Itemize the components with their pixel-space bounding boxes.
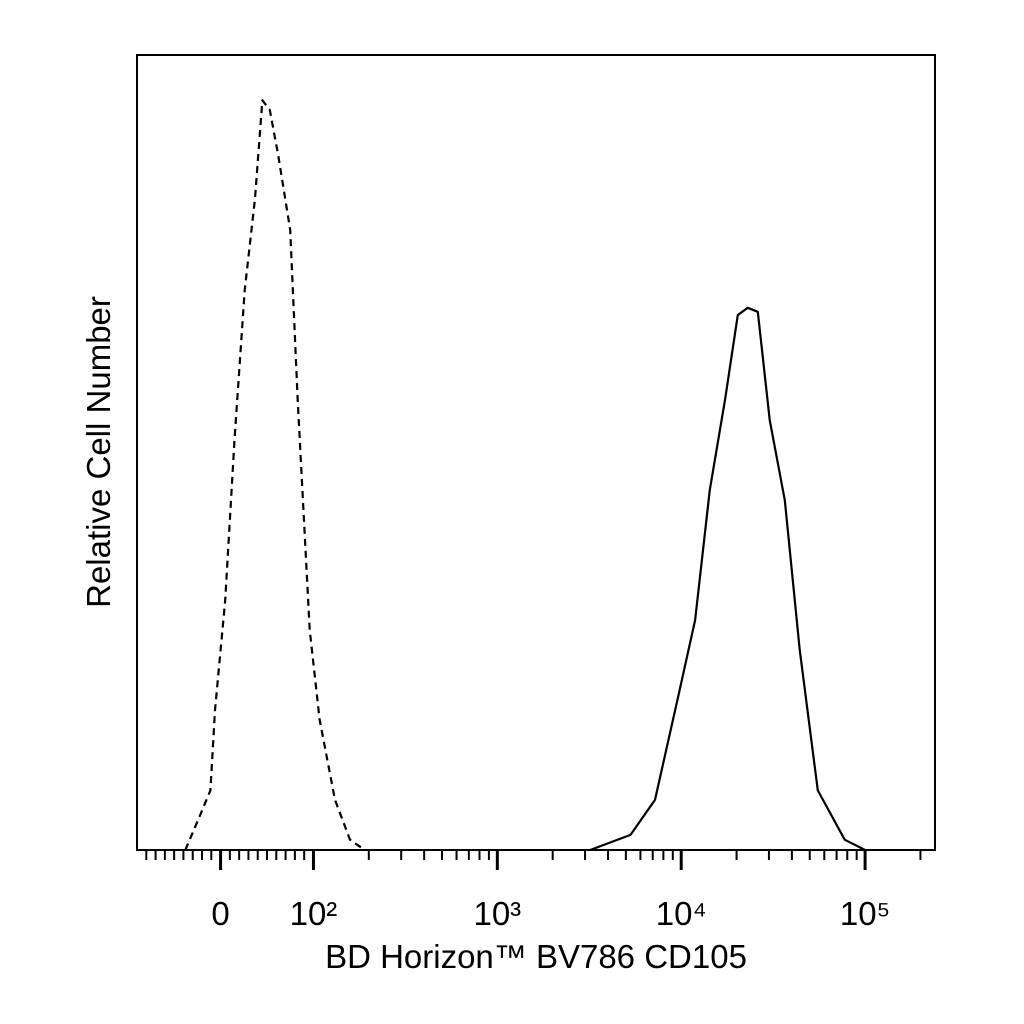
y-axis-label: Relative Cell Number [80, 296, 117, 608]
x-axis-label: BD Horizon™ BV786 CD105 [325, 938, 747, 975]
plot-frame [136, 54, 936, 851]
x-tick-label: 0 [211, 895, 229, 932]
x-tick-label: 10⁵ [840, 895, 890, 932]
x-tick-label: 10⁴ [656, 895, 707, 932]
x-tick-label: 10² [290, 895, 338, 932]
histogram-line [589, 306, 866, 852]
histogram-line [184, 99, 366, 851]
x-tick-label: 10³ [473, 895, 521, 932]
